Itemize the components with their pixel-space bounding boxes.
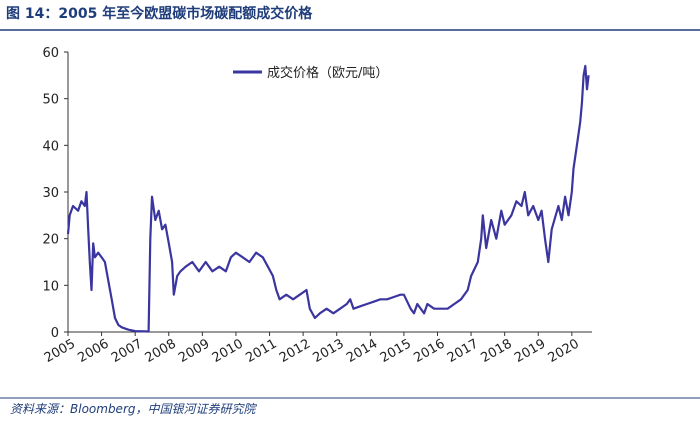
x-tick-label: 2008 — [143, 336, 179, 366]
chart-title: 图 14：2005 年至今欧盟碳市场碳配额成交价格 — [6, 5, 313, 22]
x-tick-label: 2017 — [445, 336, 481, 366]
x-tick-label: 2005 — [42, 336, 78, 366]
y-tick-label: 40 — [42, 139, 59, 154]
x-tick-label: 2020 — [546, 336, 582, 366]
x-tick-label: 2015 — [378, 336, 414, 366]
y-tick-label: 60 — [42, 46, 59, 61]
y-tick-label: 30 — [42, 186, 59, 201]
legend-label: 成交价格（欧元/吨） — [267, 65, 388, 81]
x-tick-label: 2014 — [344, 336, 380, 366]
x-tick-label: 2018 — [479, 336, 515, 366]
x-tick-label: 2012 — [277, 336, 313, 366]
y-tick-label: 10 — [42, 279, 59, 294]
x-tick-label: 2010 — [210, 336, 246, 366]
x-tick-label: 2019 — [512, 336, 548, 366]
y-tick-label: 0 — [51, 326, 59, 341]
source: 资料来源：Bloomberg，中国银河证券研究院 — [10, 402, 257, 416]
x-tick-label: 2007 — [109, 336, 145, 366]
x-tick-label: 2011 — [243, 336, 279, 366]
x-tick-label: 2016 — [411, 336, 447, 366]
x-tick-label: 2013 — [311, 336, 347, 366]
y-tick-label: 20 — [42, 233, 59, 248]
price-line — [66, 64, 590, 333]
x-tick-label: 2009 — [176, 336, 212, 366]
x-tick-label: 2006 — [75, 336, 111, 366]
y-tick-label: 50 — [42, 93, 59, 108]
